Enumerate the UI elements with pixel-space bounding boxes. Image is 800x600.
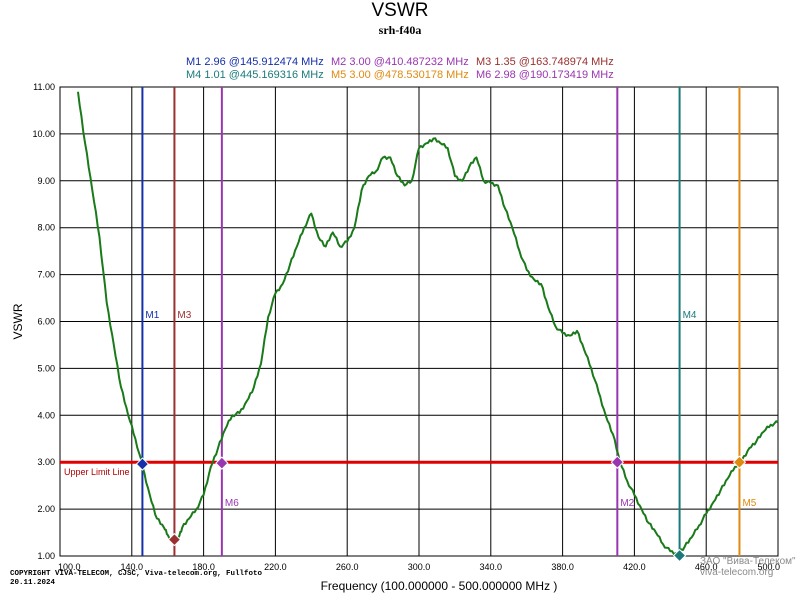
marker-point-m3 <box>167 532 182 547</box>
legend-m4: M4 1.01 @445.169316 MHz <box>186 69 324 81</box>
legend-m2: M2 3.00 @410.487232 MHz <box>331 56 469 68</box>
marker-point-m6 <box>215 456 229 470</box>
marker-point-m2 <box>610 455 625 469</box>
legend-m5: M5 3.00 @478.530178 MHz <box>331 69 469 81</box>
marker-point-m5 <box>732 455 747 469</box>
x-tick-label: 500.0 <box>757 562 780 572</box>
x-tick-label: 460.0 <box>695 562 718 572</box>
copyright-footer: COPYRIGHT VIVA-TELECOM, CJSC, Viva-telec… <box>10 570 262 588</box>
marker-point-m1 <box>135 457 150 471</box>
x-tick-label: 380.0 <box>551 562 574 572</box>
marker-legend-row-2: M4 1.01 @445.169316 MHz M5 3.00 @478.5301… <box>186 69 621 81</box>
x-tick-label: 420.0 <box>623 562 646 572</box>
x-tick-label: 100.0 <box>58 562 81 572</box>
watermark: ЗАО "Вива-Телеком" viva-telecom.org <box>700 556 796 578</box>
chart-title: VSWR <box>371 0 429 21</box>
x-tick-label: 340.0 <box>480 562 503 572</box>
marker-label-m2: M2 <box>620 498 634 509</box>
chart-subtitle: srh-f40a <box>378 23 422 37</box>
marker-label-m6: M6 <box>225 498 239 509</box>
y-tick-label: 8.00 <box>37 223 55 233</box>
watermark-site: viva-telecom.org <box>700 567 774 578</box>
y-tick-label: 10.00 <box>32 129 55 139</box>
x-axis-label: Frequency (100.000000 - 500.000000 MHz ) <box>321 579 558 593</box>
x-tick-label: 260.0 <box>336 562 359 572</box>
upper-limit-label: Upper Limit Line <box>64 467 130 477</box>
y-tick-label: 4.00 <box>37 410 55 420</box>
marker-label-m1: M1 <box>145 310 159 321</box>
marker-label-m4: M4 <box>683 310 697 321</box>
marker-legend-row-1: M1 2.96 @145.912474 MHz M2 3.00 @410.4872… <box>186 56 621 68</box>
x-tick-label: 220.0 <box>264 562 287 572</box>
copyright-text: COPYRIGHT VIVA-TELECOM, CJSC, Viva-telec… <box>10 570 263 578</box>
watermark-company: ЗАО "Вива-Телеком" <box>700 556 796 567</box>
legend-m6: M6 2.98 @190.173419 MHz <box>476 69 614 81</box>
y-tick-label: 9.00 <box>37 176 55 186</box>
copyright-date: 20.11.2024 <box>10 579 56 587</box>
marker-label-m3: M3 <box>177 310 191 321</box>
legend-m1: M1 2.96 @145.912474 MHz <box>186 56 324 68</box>
y-axis-label: VSWR <box>11 303 25 339</box>
marker-point-m4 <box>672 548 687 563</box>
y-tick-label: 6.00 <box>37 317 55 327</box>
x-tick-label: 180.0 <box>192 562 215 572</box>
y-tick-label: 7.00 <box>37 270 55 280</box>
y-tick-label: 2.00 <box>37 504 55 514</box>
y-tick-label: 5.00 <box>37 363 55 373</box>
x-tick-label: 300.0 <box>408 562 431 572</box>
y-tick-label: 11.00 <box>33 82 55 92</box>
y-tick-label: 3.00 <box>37 457 55 467</box>
x-tick-label: 140.0 <box>121 562 144 572</box>
vswr-trace <box>77 91 779 556</box>
marker-label-m5: M5 <box>742 498 756 509</box>
y-tick-label: 1.00 <box>37 551 55 561</box>
legend-m3: M3 1.35 @163.748974 MHz <box>476 56 614 68</box>
